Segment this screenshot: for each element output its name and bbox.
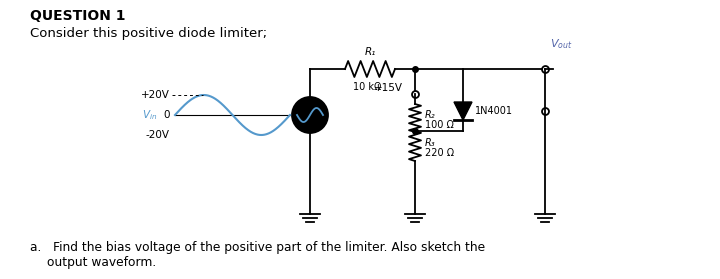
Text: 0: 0 — [163, 110, 170, 120]
Polygon shape — [454, 102, 472, 120]
Text: $V_{out}$: $V_{out}$ — [550, 37, 572, 51]
Text: +15V: +15V — [374, 83, 403, 93]
Text: output waveform.: output waveform. — [47, 256, 156, 269]
Text: a.   Find the bias voltage of the positive part of the limiter. Also sketch the: a. Find the bias voltage of the positive… — [30, 241, 485, 254]
Text: R₃: R₃ — [425, 138, 436, 148]
Circle shape — [292, 97, 328, 133]
Text: 100 Ω: 100 Ω — [425, 120, 454, 130]
Text: 10 kΩ: 10 kΩ — [353, 82, 381, 92]
Text: $V_{in}$: $V_{in}$ — [142, 108, 157, 122]
Text: +20V: +20V — [141, 90, 170, 100]
Text: -20V: -20V — [146, 130, 170, 140]
Text: Consider this positive diode limiter;: Consider this positive diode limiter; — [30, 27, 267, 40]
Text: QUESTION 1: QUESTION 1 — [30, 9, 125, 23]
Text: R₁: R₁ — [364, 47, 376, 57]
Text: R₂: R₂ — [425, 110, 436, 120]
Text: 220 Ω: 220 Ω — [425, 148, 454, 158]
Text: 1N4001: 1N4001 — [475, 106, 513, 116]
